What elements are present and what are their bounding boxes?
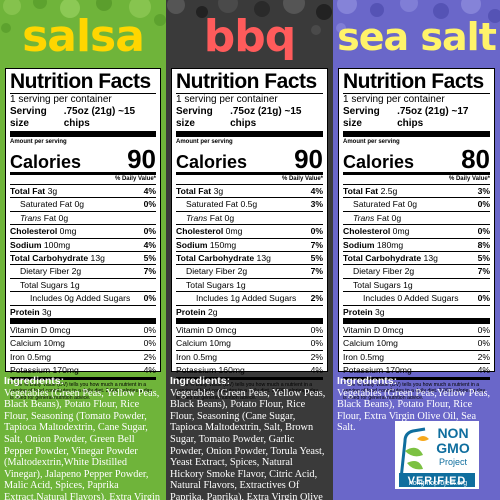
flavor-title: bbq xyxy=(203,11,297,62)
row-sugars: Total Sugars 1g xyxy=(343,277,490,291)
ingredients-heading: Ingredients: xyxy=(170,375,231,387)
svg-text:NON: NON xyxy=(437,425,468,441)
ingredients-heading: Ingredients: xyxy=(337,375,398,387)
row-carb: Total Carbohydrate 13g 5% xyxy=(343,251,490,264)
non-gmo-verified-badge: NON GMO Project VERIFIED xyxy=(395,421,479,489)
row-carb: Total Carbohydrate 13g 5% xyxy=(176,251,323,264)
amount-per-serving: Amount per serving xyxy=(176,139,233,145)
amount-per-serving: Amount per serving xyxy=(10,139,67,145)
ingredients-heading: Ingredients: xyxy=(4,375,65,387)
row-sat-fat: Saturated Fat 0.5g 3% xyxy=(176,197,323,210)
nf-title: Nutrition Facts xyxy=(343,70,484,93)
row-total-fat: Total Fat 2.5g 3% xyxy=(343,184,490,196)
svg-text:VERIFIED: VERIFIED xyxy=(408,475,467,487)
row-cholesterol: Cholesterol 0mg 0% xyxy=(343,224,490,237)
footnote: * The % Daily Value (DV) tells you how m… xyxy=(10,376,156,401)
row-calcium: Calcium 10mg 0% xyxy=(343,336,490,349)
nutrition-facts-label: Nutrition Facts 1 serving per container … xyxy=(5,68,161,401)
nutrition-facts-label: Nutrition Facts 1 serving per container … xyxy=(171,68,328,401)
calories-row: Calories 80 xyxy=(343,144,490,175)
servings: 1 serving per container xyxy=(343,93,490,106)
serving-size: Serving size .75oz (21g) ~15 chips xyxy=(10,106,156,137)
decorative-dots xyxy=(1,0,166,33)
row-calcium: Calcium 10mg 0% xyxy=(176,336,323,349)
servings: 1 serving per container xyxy=(176,93,323,106)
flavor-title: salsa xyxy=(22,11,145,62)
ingredients: Ingredients: Vegetables (Green Peas, Yel… xyxy=(4,375,162,500)
footnote: * The % Daily Value (DV) tells you how m… xyxy=(176,376,323,401)
row-sodium: Sodium 100mg 4% xyxy=(10,237,156,250)
row-sugars: Total Sugars 1g xyxy=(10,277,156,291)
calories-row: Calories 90 xyxy=(176,144,323,175)
flavor-title: sea salt xyxy=(337,15,497,59)
nutrition-facts-label: Nutrition Facts 1 serving per container … xyxy=(338,68,495,401)
row-added-sugars: Includes 1g Added Sugars 2% xyxy=(176,291,323,304)
row-fiber: Dietary Fiber 2g 7% xyxy=(343,264,490,277)
row-sat-fat: Saturated Fat 0g 0% xyxy=(10,197,156,210)
row-vitd: Vitamin D 0mcg 0% xyxy=(343,325,490,336)
row-potassium: Potassium 160mg 4% xyxy=(176,363,323,376)
dv-header: % Daily Value* xyxy=(281,176,323,182)
row-trans-fat: Trans Fat 0g xyxy=(176,210,323,224)
row-cholesterol: Cholesterol 0mg 0% xyxy=(176,224,323,237)
non-gmo-url: nongmoproject.org xyxy=(408,480,468,487)
row-sodium: Sodium 150mg 7% xyxy=(176,237,323,250)
row-trans-fat: Trans Fat 0g xyxy=(343,210,490,224)
ingredients-text: Vegetables (Green Peas,Yellow Peas, Blac… xyxy=(337,387,491,434)
serving-size: Serving size .75oz (21g) ~17 chips xyxy=(343,106,490,137)
panel-bbq: bbq Nutrition Facts 1 serving per contai… xyxy=(166,0,333,500)
decorative-dots xyxy=(336,0,500,33)
row-added-sugars: Includes 0 Added Sugars 0% xyxy=(343,291,490,304)
row-trans-fat: Trans Fat 0g xyxy=(10,210,156,224)
svg-text:Project: Project xyxy=(439,457,468,467)
panel-sea-salt: sea salt Nutrition Facts 1 serving per c… xyxy=(333,0,500,500)
row-total-fat: Total Fat 3g 4% xyxy=(10,184,156,196)
dv-header: % Daily Value* xyxy=(114,176,156,182)
row-added-sugars: Includes 0g Added Sugars 0% xyxy=(10,291,156,304)
serving-size: Serving size .75oz (21g) ~15 chips xyxy=(176,106,323,137)
row-iron: Iron 0.5mg 2% xyxy=(343,349,490,362)
row-potassium: Potassium 170mg 4% xyxy=(10,363,156,376)
row-sugars: Total Sugars 1g xyxy=(176,277,323,291)
servings: 1 serving per container xyxy=(10,93,156,106)
row-iron: Iron 0.5mg 2% xyxy=(10,349,156,362)
row-carb: Total Carbohydrate 13g 5% xyxy=(10,251,156,264)
row-total-fat: Total Fat 3g 4% xyxy=(176,184,323,196)
calories-row: Calories 90 xyxy=(10,144,156,175)
row-fiber: Dietary Fiber 2g 7% xyxy=(10,264,156,277)
row-protein: Protein 3g xyxy=(343,304,490,325)
svg-text:GMO: GMO xyxy=(436,440,470,456)
row-protein: Protein 2g xyxy=(176,304,323,325)
row-iron: Iron 0.5mg 2% xyxy=(176,349,323,362)
footnote: * The % Daily Value (DV) tells you how m… xyxy=(343,376,490,401)
ingredients: Ingredients: Vegetables (Green Peas, Yel… xyxy=(170,375,329,500)
row-fiber: Dietary Fiber 2g 7% xyxy=(176,264,323,277)
row-sat-fat: Saturated Fat 0g 0% xyxy=(343,197,490,210)
ingredients: Ingredients: Vegetables (Green Peas,Yell… xyxy=(337,375,496,434)
row-sodium: Sodium 180mg 8% xyxy=(343,237,490,250)
row-potassium: Potassium 170mg 4% xyxy=(343,363,490,376)
dv-header: % Daily Value* xyxy=(448,176,490,182)
nf-title: Nutrition Facts xyxy=(176,70,317,93)
row-protein: Protein 3g xyxy=(10,304,156,325)
ingredients-text: Vegetables (Green Peas, Yellow Peas, Bla… xyxy=(170,387,326,500)
row-cholesterol: Cholesterol 0mg 0% xyxy=(10,224,156,237)
row-vitd: Vitamin D 0mcg 0% xyxy=(176,325,323,336)
row-calcium: Calcium 10mg 0% xyxy=(10,336,156,349)
ingredients-text: Vegetables (Green Peas, Yellow Peas, Bla… xyxy=(4,387,160,500)
row-vitd: Vitamin D 0mcg 0% xyxy=(10,325,156,336)
decorative-dots xyxy=(167,0,332,35)
amount-per-serving: Amount per serving xyxy=(343,139,400,145)
nf-title: Nutrition Facts xyxy=(10,70,151,93)
panel-salsa: salsa Nutrition Facts 1 serving per cont… xyxy=(0,0,166,500)
